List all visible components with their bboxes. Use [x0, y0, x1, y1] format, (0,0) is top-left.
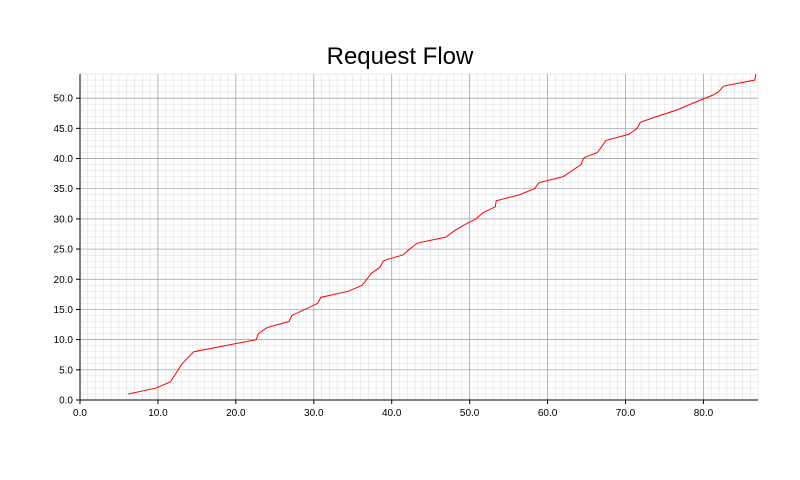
- y-tick-label: 15.0: [54, 305, 74, 316]
- minor-grid: [80, 73, 759, 400]
- series-line: [128, 73, 757, 395]
- x-tick-label: 80.0: [694, 408, 714, 419]
- y-tick-label: 0.0: [59, 396, 73, 407]
- y-tick-label: 30.0: [54, 214, 74, 225]
- x-tick-label: 0.0: [73, 408, 87, 419]
- x-tick-label: 30.0: [304, 408, 324, 419]
- axes: [76, 74, 758, 404]
- y-tick-label: 50.0: [54, 94, 74, 105]
- chart-title: Request Flow: [327, 43, 474, 70]
- y-tick-label: 45.0: [54, 124, 74, 135]
- x-tick-label: 60.0: [538, 408, 558, 419]
- y-tick-labels: 0.0 5.0 10.0 15.0 20.0 25.0 30.0 35.0 40.0 45.0 50…: [54, 94, 74, 407]
- x-tick-labels: 0.0 10.0 20.0 30.0 40.0 50.0 60.0 70.0 80.0: [73, 408, 714, 419]
- x-tick-label: 20.0: [226, 408, 246, 419]
- y-tick-label: 20.0: [54, 275, 74, 286]
- x-tick-label: 70.0: [616, 408, 636, 419]
- x-tick-label: 40.0: [382, 408, 402, 419]
- y-tick-label: 40.0: [54, 154, 74, 165]
- x-tick-label: 10.0: [148, 408, 168, 419]
- y-tick-label: 25.0: [54, 245, 74, 256]
- y-tick-label: 10.0: [54, 335, 74, 346]
- y-tick-label: 35.0: [54, 184, 74, 195]
- y-tick-label: 5.0: [59, 365, 73, 376]
- x-tick-label: 50.0: [460, 408, 480, 419]
